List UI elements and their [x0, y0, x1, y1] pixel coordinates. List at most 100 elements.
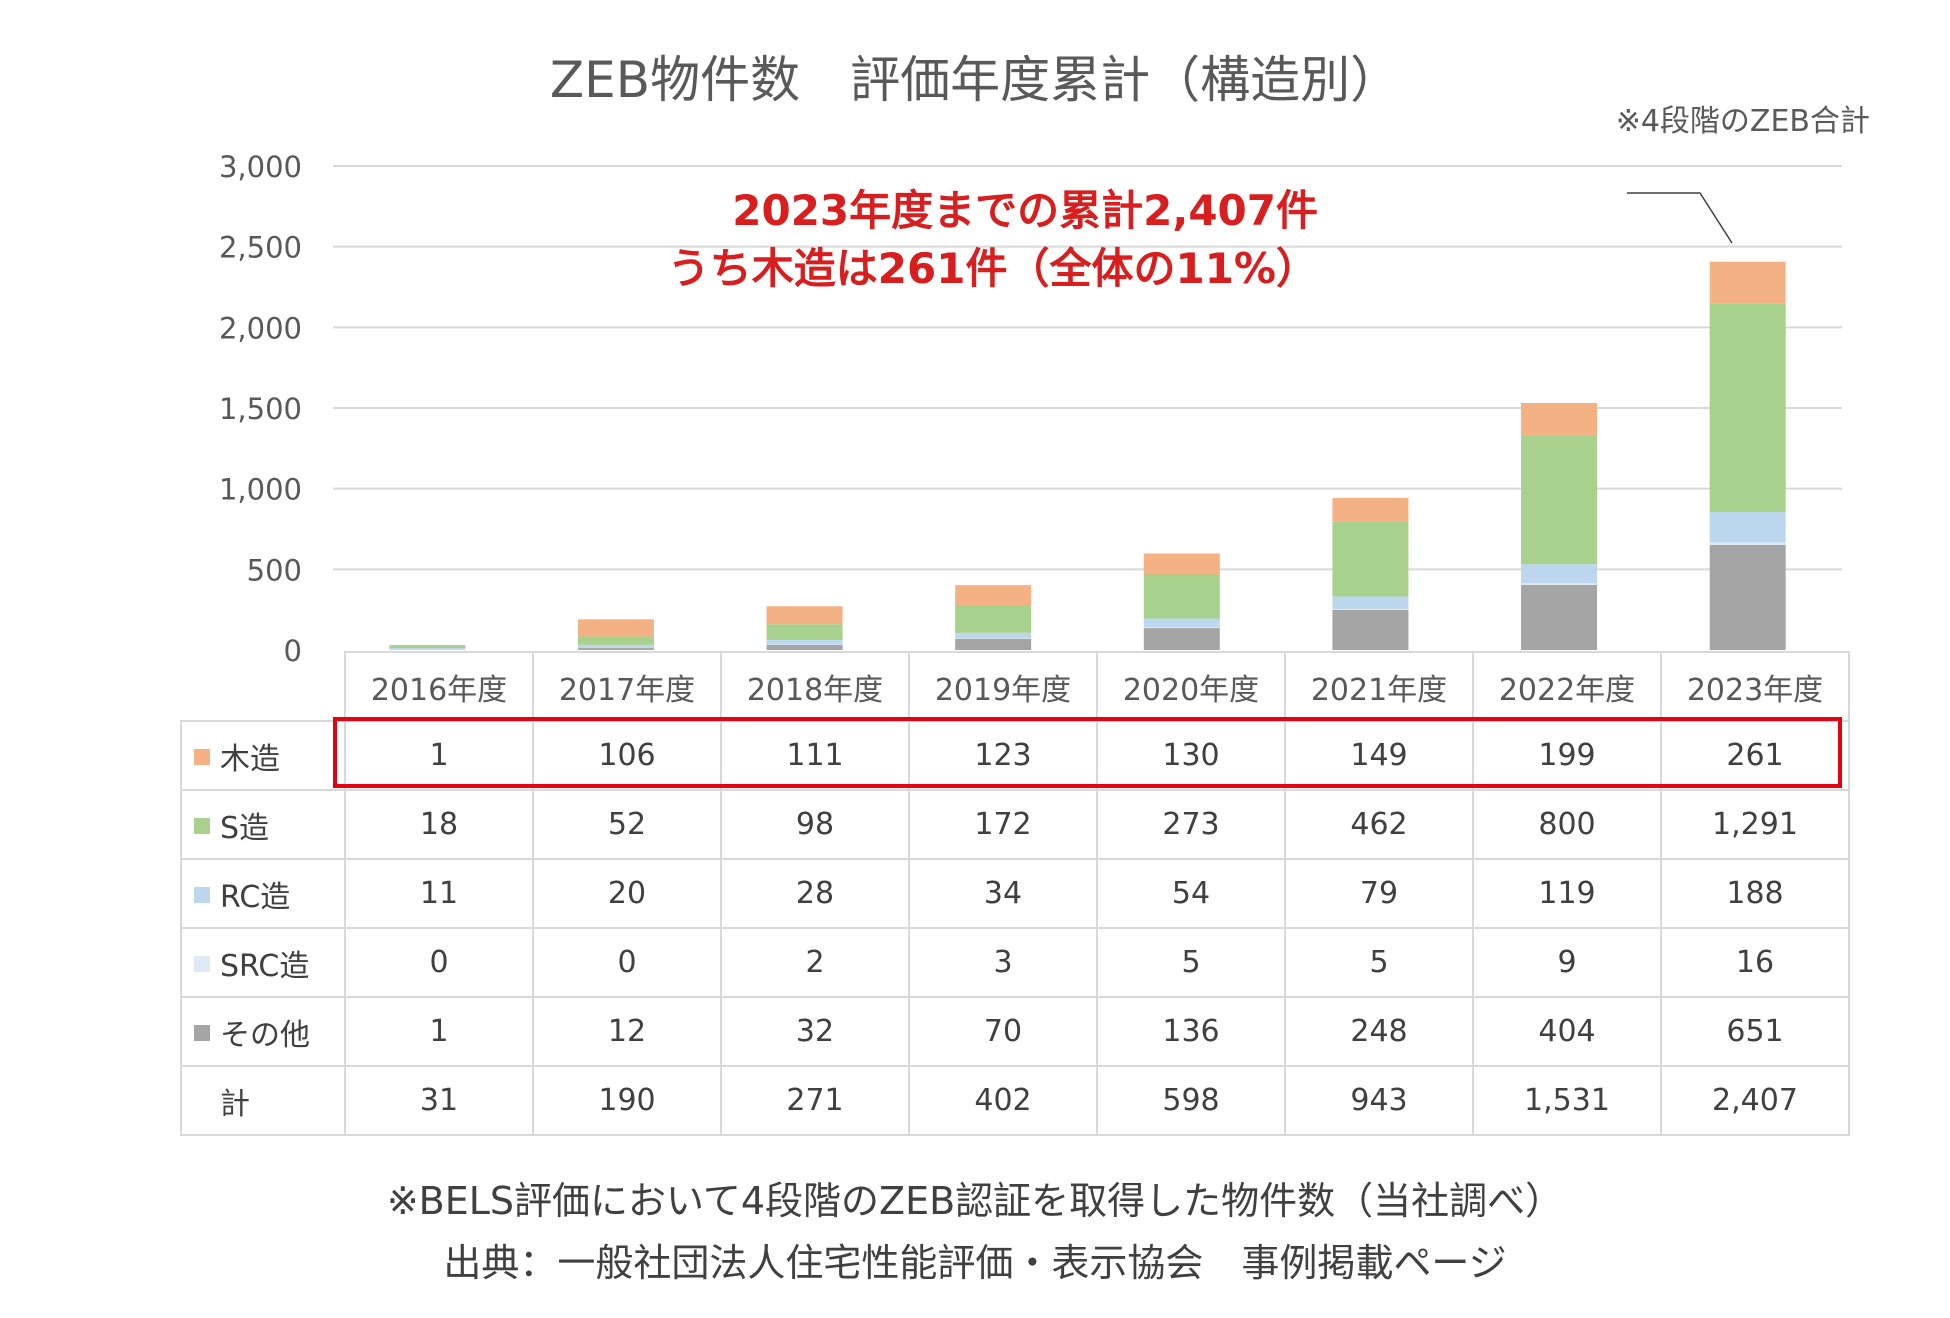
bar-segment — [1521, 402, 1598, 436]
bar-segment — [1332, 596, 1409, 610]
y-tick-label: 3,000 — [219, 150, 302, 184]
bar-segment — [577, 644, 654, 649]
table-row: RC造 11 20 28 34 54 79 119 188 — [180, 858, 1850, 929]
table-cell: 18 — [344, 789, 534, 860]
table-cell: 34 — [908, 858, 1098, 929]
y-tick-label: 1,500 — [219, 392, 302, 426]
table-cell: 651 — [1660, 996, 1850, 1067]
table-cell: 79 — [1284, 858, 1474, 929]
annotation-leader-line — [1627, 192, 1733, 244]
table-cell: 5 — [1096, 927, 1286, 998]
bar-segment — [1143, 574, 1220, 619]
row-label: S造 — [180, 789, 346, 860]
table-cell: 52 — [532, 789, 722, 860]
chart-title: ZEB物件数 評価年度累計（構造別） — [549, 51, 1401, 109]
bar-segment — [1143, 628, 1220, 650]
table-cell: 271 — [720, 1065, 910, 1136]
bar-segment — [1709, 512, 1786, 543]
row-label: 木造 — [180, 720, 346, 791]
row-label: 計 — [180, 1065, 346, 1136]
table-cell: 943 — [1284, 1065, 1474, 1136]
bar-segment — [1521, 584, 1598, 650]
row-label: RC造 — [180, 858, 346, 929]
table-cell: 32 — [720, 996, 910, 1067]
table-cell: 20 — [532, 858, 722, 929]
bar-segment — [389, 645, 466, 649]
table-cell: 402 — [908, 1065, 1098, 1136]
x-category-label: 2019年度 — [908, 651, 1098, 722]
legend-key — [194, 749, 210, 765]
data-table: 2016年度 2017年度 2018年度 2019年度 2020年度 2021年度 2022… — [180, 651, 1850, 1136]
x-category-label: 2016年度 — [344, 651, 534, 722]
table-cell: 172 — [908, 789, 1098, 860]
table-cell: 1 — [344, 720, 534, 791]
table-cell: 28 — [720, 858, 910, 929]
table-cell: 70 — [908, 996, 1098, 1067]
y-tick-label: 1,000 — [219, 473, 302, 507]
table-cell: 16 — [1660, 927, 1850, 998]
bar-segment — [1521, 583, 1598, 585]
chart-note: ※4段階のZEB合計 — [1615, 104, 1870, 139]
table-cell: 404 — [1472, 996, 1662, 1067]
table-cell: 1,291 — [1660, 789, 1850, 860]
table-row: その他 1 12 32 70 136 248 404 651 — [180, 996, 1850, 1067]
table-cell: 98 — [720, 789, 910, 860]
bar-segment — [577, 648, 654, 650]
table-row: SRC造 0 0 2 3 5 5 9 16 — [180, 927, 1850, 998]
table-cell: 248 — [1284, 996, 1474, 1067]
row-label-text: SRC造 — [220, 948, 310, 984]
bar-segment — [955, 638, 1032, 650]
table-cell: 119 — [1472, 858, 1662, 929]
bar-segment — [1709, 303, 1786, 513]
bar-segment — [389, 648, 466, 650]
table-cell: 199 — [1472, 720, 1662, 791]
legend-key — [194, 1025, 210, 1041]
bar-segment — [1143, 627, 1220, 629]
x-category-label: 2018年度 — [720, 651, 910, 722]
table-cell: 462 — [1284, 789, 1474, 860]
row-label-text: 木造 — [220, 741, 280, 777]
table-cell: 111 — [720, 720, 910, 791]
bar-segment — [1521, 435, 1598, 565]
table-header-row: 2016年度 2017年度 2018年度 2019年度 2020年度 2021年度 2022… — [181, 651, 1850, 722]
table-cell: 136 — [1096, 996, 1286, 1067]
x-category-label: 2020年度 — [1096, 651, 1286, 722]
row-label-text: 計 — [220, 1086, 250, 1122]
table-cell: 1,531 — [1472, 1065, 1662, 1136]
table-cell: 188 — [1660, 858, 1850, 929]
annotation-line-1: 2023年度までの累計2,407件 — [732, 186, 1318, 235]
table-cell: 598 — [1096, 1065, 1286, 1136]
table-cell: 54 — [1096, 858, 1286, 929]
table-cell: 2 — [720, 927, 910, 998]
bar-segment — [1332, 497, 1409, 522]
legend-key — [194, 956, 210, 972]
bar-segment — [1143, 618, 1220, 628]
footnote-source: 出典：一般社団法人住宅性能評価・表示協会 事例掲載ページ — [443, 1241, 1507, 1285]
annotation-line-2: うち木造は261件（全体の11%） — [667, 244, 1318, 293]
table-cell: 1 — [344, 996, 534, 1067]
bar-segment — [1332, 609, 1409, 650]
table-cell: 9 — [1472, 927, 1662, 998]
table-row: 木造 1 106 111 123 130 149 199 261 — [180, 720, 1850, 791]
wood-row-highlight — [333, 717, 1842, 788]
x-category-label: 2021年度 — [1284, 651, 1474, 722]
table-cell: 123 — [908, 720, 1098, 791]
row-label: その他 — [180, 996, 346, 1067]
table-cell: 3 — [908, 927, 1098, 998]
table-row: 計 31 190 271 402 598 943 1,531 2,407 — [180, 1065, 1850, 1136]
bar-segment — [1143, 553, 1220, 575]
table-cell: 2,407 — [1660, 1065, 1850, 1136]
bar-segment — [766, 606, 843, 625]
bar-segment — [766, 644, 843, 650]
row-label-text: その他 — [220, 1017, 310, 1053]
y-tick-label: 2,500 — [219, 231, 302, 265]
bar-segment — [1709, 544, 1786, 650]
table-cell: 0 — [532, 927, 722, 998]
table-cell: 11 — [344, 858, 534, 929]
x-category-label: 2023年度 — [1660, 651, 1850, 722]
bar-segment — [955, 604, 1032, 633]
y-tick-label: 2,000 — [219, 311, 302, 345]
bar-segment — [955, 585, 1032, 605]
legend-key — [194, 818, 210, 834]
